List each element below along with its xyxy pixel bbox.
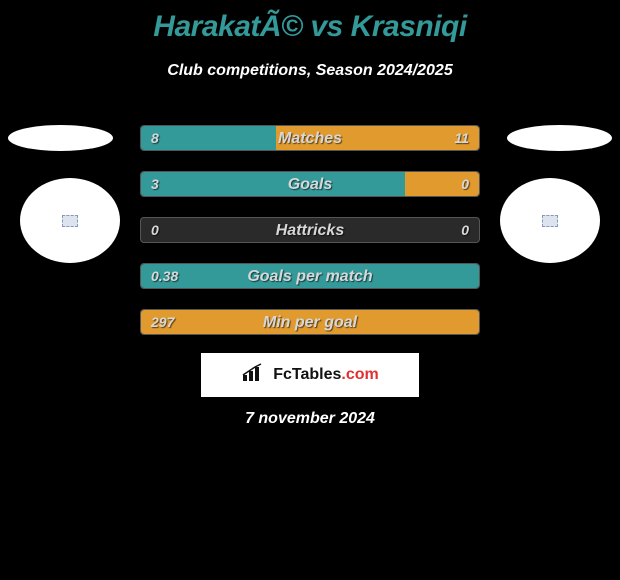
team-left-badge [20,178,120,263]
team-right-ellipse [507,125,612,151]
stat-row: 00Hattricks [140,217,480,243]
source-suffix: .com [341,366,378,383]
date-text: 7 november 2024 [0,410,620,428]
stats-container: 811Matches 30Goals 00Hattricks 0.38Goals pe… [140,125,480,355]
stat-label: Goals per match [141,264,479,288]
stat-label: Matches [141,126,479,150]
source-name: FcTables.com [273,366,379,384]
stat-label: Goals [141,172,479,196]
page-title: HarakatÃ© vs Krasniqi [0,0,620,44]
source-text: FcTables [273,366,341,383]
stat-label: Min per goal [141,310,479,334]
stat-row: 811Matches [140,125,480,151]
placeholder-icon [62,215,78,227]
team-left-ellipse [8,125,113,151]
stat-label: Hattricks [141,218,479,242]
subtitle: Club competitions, Season 2024/2025 [0,62,620,80]
placeholder-icon [542,215,558,227]
source-badge: FcTables.com [201,353,419,397]
bars-icon [241,363,269,388]
team-right-badge [500,178,600,263]
stat-row: 30Goals [140,171,480,197]
stat-row: 0.38Goals per match [140,263,480,289]
stat-row: 297Min per goal [140,309,480,335]
